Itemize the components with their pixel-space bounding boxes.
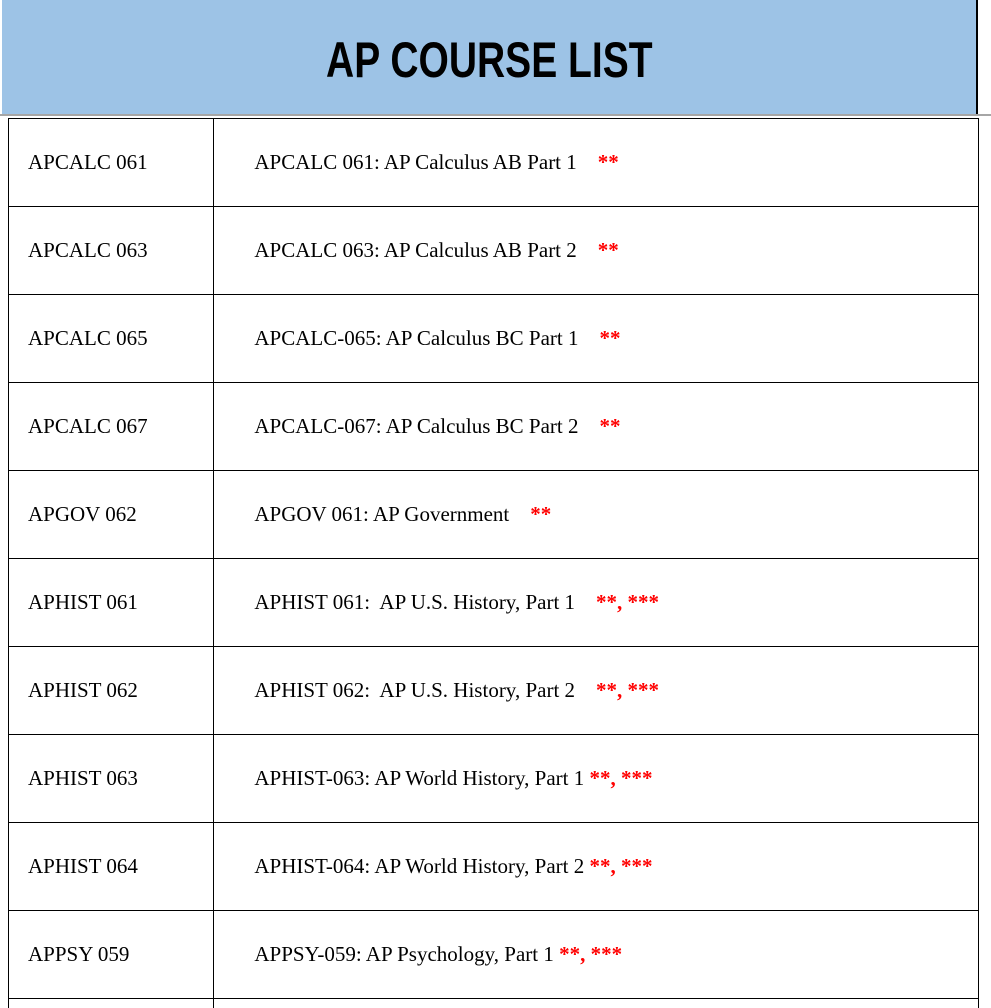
course-description: APPSY-059: AP Psychology, Part 1 xyxy=(254,942,554,966)
course-description-cell: APHIST-063: AP World History, Part 1 **,… xyxy=(214,735,979,823)
course-table: APCALC 061 APCALC 061: AP Calculus AB Pa… xyxy=(8,118,979,1008)
course-code: APCALC 067 xyxy=(28,414,148,438)
course-description-cell: APHIST-064: AP World History, Part 2 **,… xyxy=(214,823,979,911)
table-row: APHIST 062 APHIST 062: AP U.S. History, … xyxy=(9,647,979,735)
course-description: APHIST-064: AP World History, Part 2 xyxy=(254,854,584,878)
course-code-cell: APHIST 061 xyxy=(9,559,214,647)
table-row: APHIST 063 APHIST-063: AP World History,… xyxy=(9,735,979,823)
table-row: APHIST 064 APHIST-064: AP World History,… xyxy=(9,823,979,911)
course-code-cell: APHIST 062 xyxy=(9,647,214,735)
course-code-cell: APPSY 060 xyxy=(9,999,214,1008)
page-title: AP COURSE LIST xyxy=(326,31,653,89)
course-code-cell: APPSY 059 xyxy=(9,911,214,999)
course-code-cell: APHIST 063 xyxy=(9,735,214,823)
course-description-cell: APCALC-065: AP Calculus BC Part 1 ** xyxy=(214,295,979,383)
course-description: APHIST-063: AP World History, Part 1 xyxy=(254,766,584,790)
course-code: APCALC 065 xyxy=(28,326,148,350)
course-code: APPSY 059 xyxy=(28,942,129,966)
course-marker: **, *** xyxy=(575,678,659,702)
course-description: APCALC 061: AP Calculus AB Part 1 xyxy=(254,150,576,174)
course-marker: ** xyxy=(579,326,621,350)
table-row: APCALC 063 APCALC 063: AP Calculus AB Pa… xyxy=(9,207,979,295)
course-code: APHIST 062 xyxy=(28,678,138,702)
course-code-cell: APCALC 065 xyxy=(9,295,214,383)
course-description: APGOV 061: AP Government xyxy=(254,502,509,526)
course-table-body: APCALC 061 APCALC 061: AP Calculus AB Pa… xyxy=(9,119,979,1008)
course-marker: ** xyxy=(579,414,621,438)
table-row: APGOV 062 APGOV 061: AP Government ** xyxy=(9,471,979,559)
table-row: APCALC 065 APCALC-065: AP Calculus BC Pa… xyxy=(9,295,979,383)
course-description-cell: APHIST 062: AP U.S. History, Part 2 **, … xyxy=(214,647,979,735)
course-code: APHIST 064 xyxy=(28,854,138,878)
course-code: APCALC 061 xyxy=(28,150,148,174)
course-description-cell: APHIST 061: AP U.S. History, Part 1 **, … xyxy=(214,559,979,647)
title-banner: AP COURSE LIST xyxy=(2,0,978,114)
table-row: APHIST 061 APHIST 061: AP U.S. History, … xyxy=(9,559,979,647)
course-marker: ** xyxy=(577,238,619,262)
course-code-cell: APCALC 061 xyxy=(9,119,214,207)
course-marker: ** xyxy=(577,150,619,174)
table-row: APPSY 059 APPSY-059: AP Psychology, Part… xyxy=(9,911,979,999)
course-code: APCALC 063 xyxy=(28,238,148,262)
course-marker: **, *** xyxy=(584,854,652,878)
course-marker: **, *** xyxy=(584,766,652,790)
course-description: APHIST 062: AP U.S. History, Part 2 xyxy=(254,678,575,702)
table-row: APCALC 061 APCALC 061: AP Calculus AB Pa… xyxy=(9,119,979,207)
course-description: APHIST 061: AP U.S. History, Part 1 xyxy=(254,590,575,614)
course-marker: **, *** xyxy=(575,590,659,614)
course-description-cell: APCALC 063: AP Calculus AB Part 2 ** xyxy=(214,207,979,295)
course-code-cell: APCALC 063 xyxy=(9,207,214,295)
course-code: APHIST 061 xyxy=(28,590,138,614)
course-description-cell: APPSY-059: AP Psychology, Part 1 **, *** xyxy=(214,911,979,999)
course-description: APCALC-065: AP Calculus BC Part 1 xyxy=(254,326,578,350)
course-description-cell: APCALC-067: AP Calculus BC Part 2 ** xyxy=(214,383,979,471)
course-description-cell: APPSY-060: AP Psychology, Part 2 **, *** xyxy=(214,999,979,1008)
course-code-cell: APCALC 067 xyxy=(9,383,214,471)
banner-underline xyxy=(0,114,991,116)
course-description-cell: APGOV 061: AP Government ** xyxy=(214,471,979,559)
course-code: APHIST 063 xyxy=(28,766,138,790)
course-code-cell: APHIST 064 xyxy=(9,823,214,911)
course-description-cell: APCALC 061: AP Calculus AB Part 1 ** xyxy=(214,119,979,207)
course-description: APCALC 063: AP Calculus AB Part 2 xyxy=(254,238,576,262)
table-row: APPSY 060 APPSY-060: AP Psychology, Part… xyxy=(9,999,979,1008)
course-code: APGOV 062 xyxy=(28,502,137,526)
course-description: APCALC-067: AP Calculus BC Part 2 xyxy=(254,414,578,438)
course-marker: **, *** xyxy=(554,942,622,966)
course-code-cell: APGOV 062 xyxy=(9,471,214,559)
course-marker: ** xyxy=(509,502,551,526)
table-row: APCALC 067 APCALC-067: AP Calculus BC Pa… xyxy=(9,383,979,471)
